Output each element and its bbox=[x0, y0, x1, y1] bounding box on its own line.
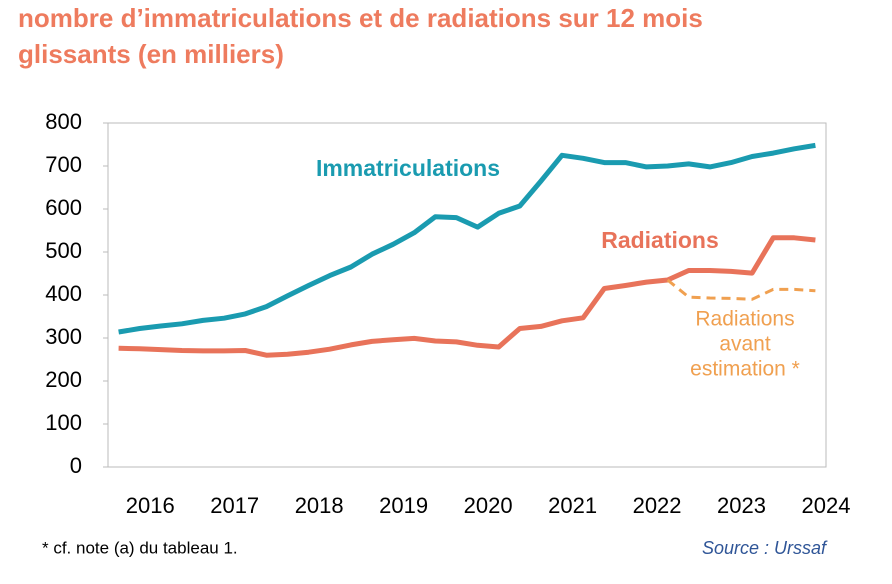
footnote: * cf. note (a) du tableau 1. bbox=[42, 538, 238, 557]
line bbox=[666, 278, 816, 301]
chart-title: glissants (en milliers) bbox=[18, 39, 284, 69]
x-tick-label: 2019 bbox=[379, 493, 428, 518]
x-tick-label: 2024 bbox=[802, 493, 851, 518]
series-label: Radiations bbox=[601, 227, 719, 253]
series-label: Radiations bbox=[695, 308, 794, 331]
y-tick-label: 300 bbox=[45, 324, 82, 349]
y-tick-label: 400 bbox=[45, 281, 82, 306]
x-tick-label: 2022 bbox=[633, 493, 682, 518]
series-label: estimation * bbox=[690, 358, 800, 381]
series-label: Immatriculations bbox=[316, 155, 500, 181]
line bbox=[118, 235, 816, 358]
y-tick-label: 700 bbox=[45, 152, 82, 177]
y-tick-label: 800 bbox=[45, 109, 82, 134]
line bbox=[118, 142, 816, 335]
x-tick-label: 2016 bbox=[126, 493, 175, 518]
y-tick-label: 100 bbox=[45, 410, 82, 435]
x-tick-label: 2023 bbox=[717, 493, 766, 518]
y-tick-label: 600 bbox=[45, 195, 82, 220]
y-tick-label: 500 bbox=[45, 238, 82, 263]
x-tick-label: 2021 bbox=[548, 493, 597, 518]
y-tick-label: 200 bbox=[45, 367, 82, 392]
chart-title: nombre d’immatriculations et de radiatio… bbox=[18, 3, 703, 33]
source: Source : Urssaf bbox=[702, 538, 828, 558]
x-tick-label: 2018 bbox=[295, 493, 344, 518]
series-label: avant bbox=[719, 333, 771, 356]
y-tick-label: 0 bbox=[70, 453, 82, 478]
x-tick-label: 2017 bbox=[210, 493, 259, 518]
x-tick-label: 2020 bbox=[464, 493, 513, 518]
